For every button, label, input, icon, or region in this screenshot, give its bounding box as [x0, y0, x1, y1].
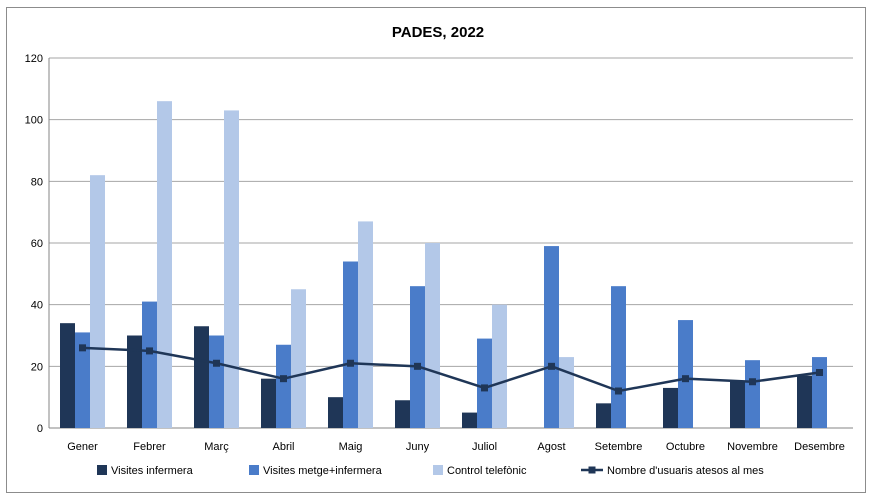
- y-tick-label: 80: [31, 176, 43, 188]
- line-marker: [682, 375, 689, 383]
- x-tick-label: Juliol: [472, 441, 497, 453]
- x-tick-label: Octubre: [666, 441, 705, 453]
- line-marker: [280, 375, 287, 383]
- y-axis-tick-labels: 0 20 40 60 80 100 120: [25, 53, 43, 435]
- bar-control-telef-nic: [157, 101, 172, 429]
- x-tick-label: Novembre: [727, 441, 778, 453]
- bar-visites-metge-infermera: [611, 286, 626, 428]
- bar-visites-metge-infermera: [343, 261, 358, 428]
- bar-visites-infermera: [797, 375, 812, 428]
- bar-control-telef-nic: [90, 175, 105, 428]
- bar-visites-metge-infermera: [209, 335, 224, 428]
- bar-visites-infermera: [60, 323, 75, 428]
- bar-control-telef-nic: [291, 289, 306, 428]
- x-tick-label: Maig: [339, 441, 363, 453]
- legend-label: Nombre d'usuaris atesos al mes: [607, 465, 764, 477]
- line-marker: [347, 359, 354, 367]
- x-tick-label: Abril: [272, 441, 294, 453]
- x-tick-label: Gener: [67, 441, 98, 453]
- line-marker: [414, 362, 421, 370]
- line-marker: [749, 378, 756, 386]
- y-tick-label: 20: [31, 361, 43, 373]
- bar-visites-infermera: [462, 412, 477, 428]
- line-marker: [213, 359, 220, 367]
- bar-visites-infermera: [596, 403, 611, 428]
- legend-swatch-marker: [588, 466, 596, 474]
- chart-svg: PADES, 2022 0 20 40 60 80 100 120 Gener Febrer M…: [25, 24, 853, 477]
- bar-visites-metge-infermera: [544, 246, 559, 428]
- bar-visites-infermera: [194, 326, 209, 428]
- legend: Visites infermera Visites metge+infermera…: [97, 465, 764, 477]
- legend-swatch: [97, 465, 107, 475]
- y-tick-label: 60: [31, 238, 43, 250]
- line-users-attended: [82, 346, 820, 393]
- y-tick-label: 0: [37, 423, 43, 435]
- bar-visites-infermera: [127, 335, 142, 428]
- y-tick-label: 40: [31, 300, 43, 312]
- bar-control-telef-nic: [358, 221, 373, 428]
- bar-control-telef-nic: [425, 243, 440, 428]
- line-marker: [548, 362, 555, 370]
- bar-visites-metge-infermera: [410, 286, 425, 428]
- x-tick-label: Desembre: [794, 441, 845, 453]
- x-tick-label: Agost: [537, 441, 565, 453]
- x-tick-label: Març: [204, 441, 229, 453]
- bar-visites-infermera: [730, 381, 745, 428]
- grid-lines: [48, 57, 853, 429]
- x-tick-label: Setembre: [595, 441, 643, 453]
- legend-label: Control telefònic: [447, 465, 527, 477]
- line-marker: [79, 344, 86, 352]
- line-marker: [481, 384, 488, 392]
- x-tick-label: Febrer: [133, 441, 166, 453]
- y-tick-label: 100: [25, 115, 43, 127]
- legend-swatch: [433, 465, 443, 475]
- bar-visites-metge-infermera: [812, 357, 827, 428]
- y-tick-label: 120: [25, 53, 43, 65]
- bar-visites-metge-infermera: [142, 301, 157, 428]
- bar-visites-metge-infermera: [276, 344, 291, 428]
- bar-series: [60, 101, 827, 429]
- x-tick-label: Juny: [406, 441, 430, 453]
- line-series: [79, 344, 823, 395]
- bar-visites-infermera: [395, 400, 410, 428]
- legend-label: Visites infermera: [111, 465, 194, 477]
- chart-frame: PADES, 2022 0 20 40 60 80 100 120 Gener Febrer M…: [6, 7, 866, 493]
- bar-control-telef-nic: [224, 110, 239, 429]
- bar-visites-metge-infermera: [75, 332, 90, 428]
- bar-visites-infermera: [663, 387, 678, 428]
- bar-visites-infermera: [328, 397, 343, 428]
- legend-swatch: [249, 465, 259, 475]
- legend-label: Visites metge+infermera: [263, 465, 383, 477]
- line-marker: [146, 347, 153, 355]
- bar-control-telef-nic: [559, 357, 574, 428]
- bar-visites-metge-infermera: [477, 338, 492, 428]
- bar-visites-metge-infermera: [678, 320, 693, 428]
- bar-visites-metge-infermera: [745, 360, 760, 428]
- chart-title: PADES, 2022: [392, 24, 484, 41]
- bar-visites-infermera: [261, 378, 276, 428]
- x-axis-tick-labels: Gener Febrer Març Abril Maig Juny Juliol Agost S…: [67, 441, 845, 453]
- line-marker: [816, 369, 823, 376]
- line-marker: [615, 387, 622, 395]
- bar-control-telef-nic: [492, 304, 507, 428]
